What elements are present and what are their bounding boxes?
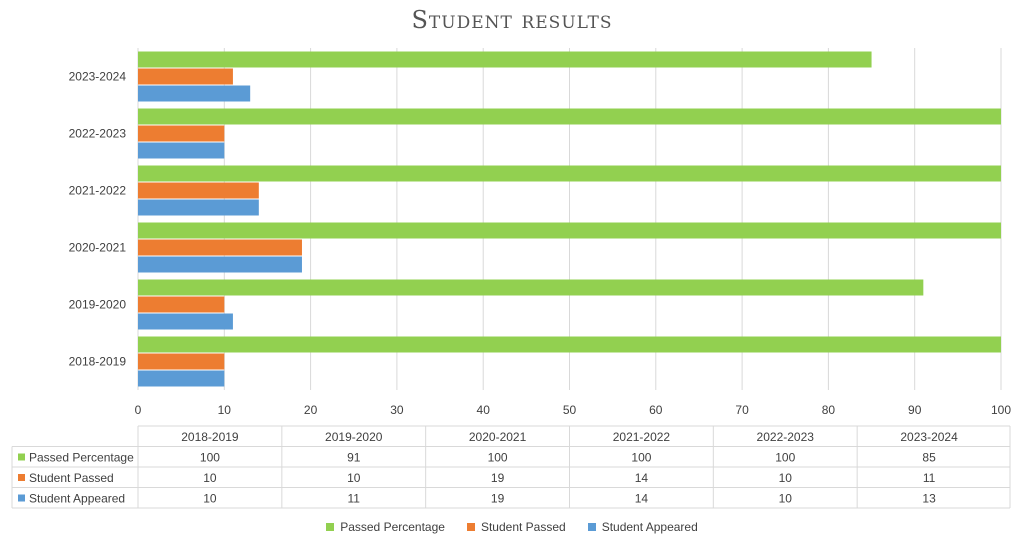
table-cell: 10 [347, 471, 361, 485]
bars [138, 51, 1001, 387]
table-cell: 10 [203, 492, 217, 506]
x-tick-label: 10 [218, 403, 232, 417]
table-header-cell: 2019-2020 [325, 430, 383, 444]
bar [138, 279, 924, 296]
table-cell: 10 [203, 471, 217, 485]
x-tick-label: 40 [477, 403, 491, 417]
legend-label: Passed Percentage [340, 520, 445, 534]
data-table: 2018-2019 2019-2020 2020-2021 2021-2022 2022… [11, 425, 1011, 509]
table-cell: 11 [348, 492, 361, 506]
table-header-cell: 2018-2019 [181, 430, 239, 444]
grid-lines [137, 48, 1002, 390]
table-header-cell: 2022-2023 [757, 430, 815, 444]
x-tick-label: 100 [991, 403, 1011, 417]
table-legend-key [18, 474, 25, 481]
bar [138, 256, 302, 273]
category-label: 2019-2020 [69, 298, 127, 312]
table-cell: 85 [922, 451, 936, 465]
table-header-cell: 2023-2024 [900, 430, 958, 444]
table-cell: 10 [779, 471, 793, 485]
table-cell: 100 [775, 451, 795, 465]
bar [138, 336, 1001, 353]
bar [138, 51, 872, 68]
bar [138, 370, 225, 387]
table-cell: 100 [631, 451, 651, 465]
category-label: 2020-2021 [69, 241, 127, 255]
legend: Passed Percentage Student Passed Student A… [0, 520, 1024, 534]
table-legend-key [18, 494, 25, 502]
legend-item: Student Passed [466, 520, 566, 534]
legend-item: Passed Percentage [326, 520, 445, 534]
bar [138, 142, 225, 159]
bar [138, 313, 233, 330]
category-labels: 2018-2019 2019-2020 2020-2021 2021-2022 2022… [69, 70, 127, 369]
category-label: 2022-2023 [69, 127, 127, 141]
legend-swatch [466, 523, 475, 531]
bar [138, 125, 225, 142]
legend-label: Student Appeared [601, 520, 698, 534]
bar [138, 353, 225, 370]
category-label: 2023-2024 [69, 70, 127, 84]
x-tick-label: 0 [135, 403, 142, 417]
table-cell: 13 [922, 492, 936, 506]
table-header-cell: 2021-2022 [613, 430, 671, 444]
bar [138, 165, 1001, 182]
table-cell: 10 [779, 492, 793, 506]
bar [138, 199, 259, 216]
table-cell: 100 [200, 451, 220, 465]
bar [138, 222, 1001, 239]
table-cell: 19 [491, 471, 505, 485]
x-axis-ticks: 0 10 20 30 40 50 60 70 80 90 100 [135, 403, 1012, 417]
x-tick-label: 50 [563, 403, 577, 417]
x-tick-label: 90 [908, 403, 922, 417]
bar [138, 239, 302, 256]
x-tick-label: 70 [735, 403, 749, 417]
table-cell: 91 [347, 451, 361, 465]
table-cell: 14 [635, 492, 649, 506]
table-legend-key [18, 453, 25, 461]
legend-label: Student Passed [480, 520, 566, 534]
bar [138, 182, 259, 199]
bar [138, 68, 233, 85]
bar [138, 296, 225, 313]
category-label: 2018-2019 [69, 355, 127, 369]
chart-title: Student results [411, 6, 613, 34]
table-row-label: Passed Percentage [29, 451, 134, 465]
legend-swatch [587, 523, 596, 531]
x-tick-label: 20 [304, 403, 318, 417]
table-cell: 14 [635, 471, 649, 485]
table-row-label: Student Passed [29, 471, 114, 485]
bar [138, 108, 1001, 125]
x-tick-label: 80 [822, 403, 836, 417]
legend-item: Student Appeared [587, 520, 698, 534]
bar [138, 85, 251, 102]
category-label: 2021-2022 [69, 184, 127, 198]
table-cell: 100 [488, 451, 508, 465]
table-header-cell: 2020-2021 [469, 430, 527, 444]
legend-swatch [326, 523, 335, 531]
table-row-label: Student Appeared [29, 492, 125, 506]
x-tick-label: 30 [390, 403, 404, 417]
table-cell: 11 [923, 471, 936, 485]
x-tick-label: 60 [649, 403, 663, 417]
table-cell: 19 [491, 492, 505, 506]
